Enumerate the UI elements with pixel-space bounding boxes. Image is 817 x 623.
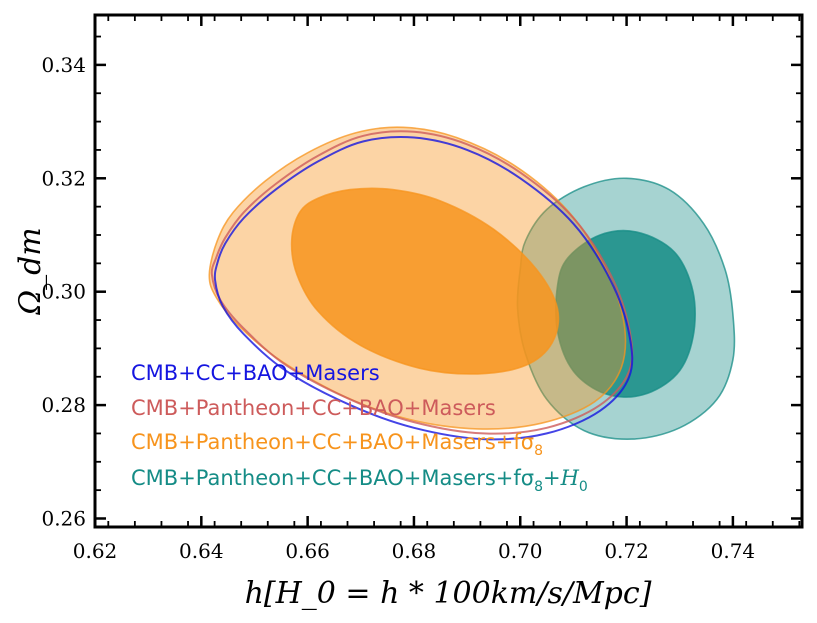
x-tick-label: 0.64 <box>179 539 224 563</box>
plot-frame <box>93 13 804 529</box>
legend-entry: CMB+Pantheon+CC+BAO+Masers+fσ8+H0 <box>131 466 588 495</box>
tick-layer: 0.62 0.64 0.66 0.68 0.70 0.72 0.74 0.26 0.28 0.30… <box>41 15 802 563</box>
x-tick-label: 0.62 <box>73 539 118 563</box>
y-axis-label: Ω_dm <box>13 227 48 316</box>
legend-entry: CMB+Pantheon+CC+BAO+Masers+fσ8 <box>131 430 543 459</box>
legend: CMB+CC+BAO+Masers CMB+Pantheon+CC+BAO+Mas… <box>131 361 588 495</box>
x-tick-label: 0.66 <box>285 539 330 563</box>
y-tick-label: 0.26 <box>41 506 86 530</box>
x-tick-label: 0.72 <box>604 539 649 563</box>
y-tick-label: 0.30 <box>41 280 86 304</box>
x-tick-label: 0.68 <box>392 539 437 563</box>
legend-entry: CMB+Pantheon+CC+BAO+Masers <box>131 396 496 420</box>
x-axis-label: h[H_0 = h * 100km/s/Mpc] <box>245 576 652 611</box>
contour-0-level-0 <box>213 135 634 441</box>
contour-layer <box>208 126 736 441</box>
contour-1-level-0 <box>210 130 634 435</box>
legend-entry: CMB+CC+BAO+Masers <box>131 361 380 385</box>
x-tick-label: 0.74 <box>711 539 756 563</box>
y-tick-label: 0.34 <box>41 53 86 77</box>
y-tick-label: 0.32 <box>41 166 86 190</box>
y-tick-label: 0.28 <box>41 393 86 417</box>
x-tick-label: 0.70 <box>498 539 543 563</box>
contour-2-level-1 <box>290 187 560 375</box>
